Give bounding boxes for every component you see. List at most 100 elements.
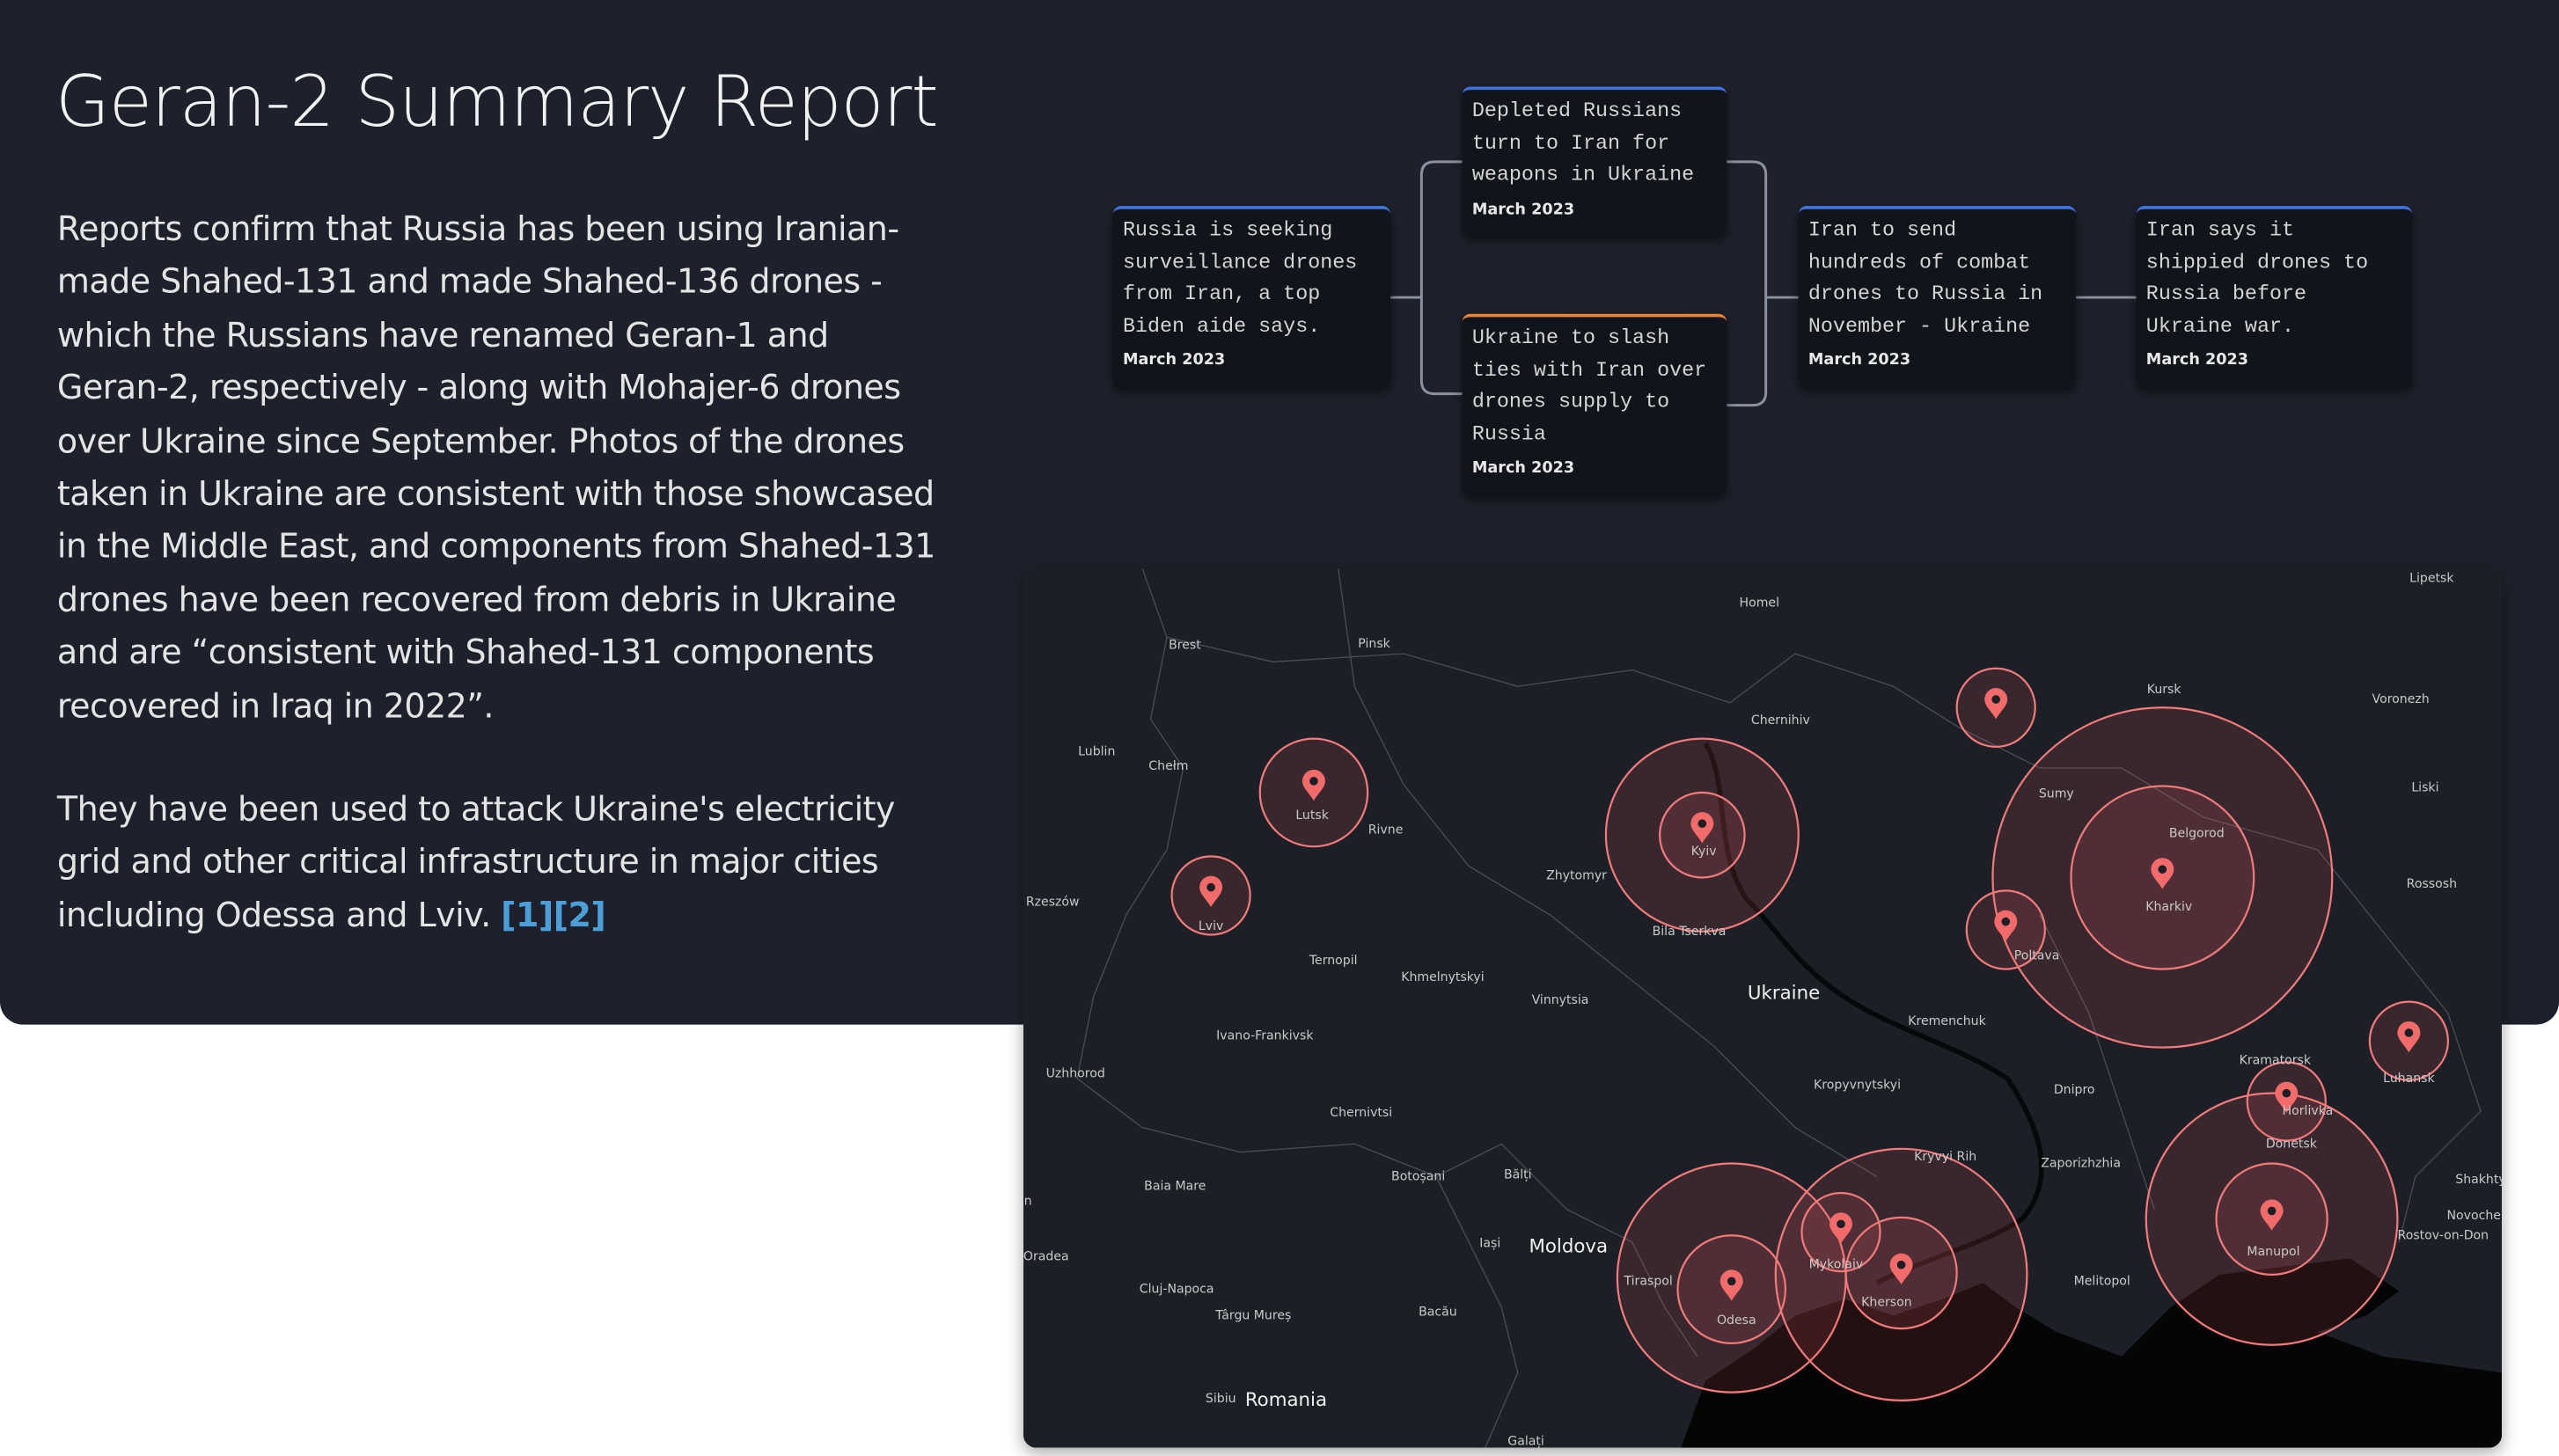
place-label: Kropyvnytskyi xyxy=(1814,1078,1901,1092)
pin-dot xyxy=(2267,1206,2277,1216)
place-label: Iași xyxy=(1479,1237,1500,1251)
place-label: Rivne xyxy=(1368,823,1404,838)
timeline-card[interactable]: Russia is seeking surveillance drones fr… xyxy=(1112,206,1391,390)
place-label: Târgu Mureș xyxy=(1214,1308,1291,1322)
pin-dot xyxy=(1206,882,1215,892)
place-label: Khmelnytskyi xyxy=(1401,970,1484,984)
place-label: Zaporizhzhia xyxy=(2041,1157,2121,1171)
map-labels: Homel Pinsk Brest Lipetsk Kursk Voronezh Chern… xyxy=(1023,572,2502,1448)
place-label: Cluj-Napoca xyxy=(1140,1283,1214,1297)
place-label: Kremenchuk xyxy=(1908,1014,1986,1028)
card-date: March 2023 xyxy=(1471,200,1575,218)
pin-dot xyxy=(1309,777,1318,786)
pin-dot xyxy=(2001,917,2011,926)
place-label: Zhytomyr xyxy=(1546,869,1607,883)
place-label: Bacău xyxy=(1419,1306,1457,1320)
place-label: Kyiv xyxy=(1691,845,1717,859)
place-label: Voronezh xyxy=(2372,692,2430,706)
citation-link[interactable]: [2] xyxy=(553,895,606,935)
report-title: Geran-2 Summary Report xyxy=(55,62,939,144)
timeline-card[interactable]: Iran says it shippied drones to Russia b… xyxy=(2136,206,2413,390)
place-label: Baia Mare xyxy=(1144,1180,1206,1194)
place-label: Kramatorsk xyxy=(2240,1054,2312,1068)
place-label: Homel xyxy=(1740,596,1780,610)
place-label: Vinnytsia xyxy=(1532,993,1589,1007)
place-label: Galați xyxy=(1507,1434,1544,1447)
paragraph: Reports confirm that Russia has been usi… xyxy=(56,209,935,726)
place-label: Shakhty xyxy=(2455,1173,2502,1187)
place-label: Horlivka xyxy=(2283,1104,2334,1118)
pin-dot xyxy=(2282,1088,2291,1098)
place-label: Novocherkassk xyxy=(2447,1209,2503,1223)
pin-dot xyxy=(1727,1277,1736,1286)
place-label: Chernihiv xyxy=(1751,713,1810,728)
connector xyxy=(1727,160,1768,407)
summary-panel: Geran-2 Summary Report Reports confirm t… xyxy=(0,0,2559,1025)
place-label: Luhansk xyxy=(2383,1072,2435,1086)
timeline-card[interactable]: Depleted Russians turn to Iran for weapo… xyxy=(1462,86,1727,238)
place-label: Uzhhorod xyxy=(1046,1066,1105,1080)
card-date: March 2023 xyxy=(2145,351,2249,369)
place-label: Rostov-on-Don xyxy=(2398,1228,2489,1242)
place-label: Chełm xyxy=(1148,759,1188,773)
card-date: March 2023 xyxy=(1471,458,1575,478)
place-label: Brest xyxy=(1169,639,1201,653)
place-label: Tiraspol xyxy=(1623,1274,1672,1288)
place-label: Rossosh xyxy=(2407,877,2457,891)
place-label: Botoșani xyxy=(1391,1169,1445,1183)
place-label: Kursk xyxy=(2147,683,2182,697)
pin-dot xyxy=(1991,695,2000,704)
place-label: Dnipro xyxy=(2054,1083,2095,1097)
card-text: Depleted Russians turn to Iran for weapo… xyxy=(1471,99,1695,187)
place-label: Sibiu xyxy=(1206,1392,1236,1406)
place-label: Liski xyxy=(2411,780,2438,794)
card-text: Iran to send hundreds of combat drones t… xyxy=(1807,218,2043,338)
card-date: March 2023 xyxy=(1122,351,1226,369)
pin-dot xyxy=(1837,1219,1845,1229)
timeline-card[interactable]: Iran to send hundreds of combat drones t… xyxy=(1798,206,2077,390)
place-label: Kryvyi Rih xyxy=(1914,1150,1976,1164)
pin-dot xyxy=(1697,819,1707,829)
dnipro-river xyxy=(1703,742,2044,1285)
place-label: Odesa xyxy=(1717,1313,1756,1328)
place-label: Manupol xyxy=(2247,1245,2299,1259)
place-label: Sumy xyxy=(2039,787,2074,801)
place-label: Poltava xyxy=(2014,949,2060,963)
place-label: Lutsk xyxy=(1295,808,1329,823)
place-label: Ukraine xyxy=(1748,982,1820,1004)
card-date: March 2023 xyxy=(1807,351,1911,369)
map[interactable]: Homel Pinsk Brest Lipetsk Kursk Voronezh Chern… xyxy=(1023,568,2503,1448)
paragraph: They have been used to attack Ukraine's … xyxy=(57,783,947,942)
paragraph-text: They have been used to attack Ukraine's … xyxy=(56,789,896,935)
timeline-card[interactable]: Ukraine to slash ties with Iran over dro… xyxy=(1462,313,1727,497)
strike-markers xyxy=(1170,667,2450,1401)
place-label: Kherson xyxy=(1861,1295,1912,1309)
pin-dot xyxy=(2404,1028,2414,1037)
connector xyxy=(1419,160,1463,396)
place-label: Ternopil xyxy=(1309,954,1358,968)
card-text: Iran says it shippied drones to Russia b… xyxy=(2145,218,2369,338)
place-label: Romania xyxy=(1245,1389,1327,1411)
card-text: Ukraine to slash ties with Iran over dro… xyxy=(1471,326,1707,446)
place-label: Lublin xyxy=(1078,744,1115,758)
pin-dot xyxy=(1896,1260,1906,1269)
timeline-connectors xyxy=(1390,160,2137,407)
place-label: Belgorod xyxy=(2169,826,2225,840)
place-label: Rzeszów xyxy=(1026,895,1080,909)
place-label: Bila Tserkva xyxy=(1653,925,1727,939)
place-label: Donetsk xyxy=(2266,1137,2318,1151)
pin-dot xyxy=(2158,865,2167,874)
place-label: Lviv xyxy=(1199,919,1223,933)
place-label: Oradea xyxy=(1023,1249,1069,1263)
place-label: Debrecen xyxy=(1023,1194,1032,1208)
place-label: Ivano-Frankivsk xyxy=(1216,1029,1314,1043)
citation-link[interactable]: [1] xyxy=(501,895,554,935)
place-label: Melitopol xyxy=(2074,1274,2130,1288)
place-label: Moldova xyxy=(1529,1235,1608,1257)
place-label: Kharkiv xyxy=(2145,900,2192,914)
place-label: Lipetsk xyxy=(2409,572,2454,586)
place-label: Chernivtsi xyxy=(1330,1106,1392,1120)
